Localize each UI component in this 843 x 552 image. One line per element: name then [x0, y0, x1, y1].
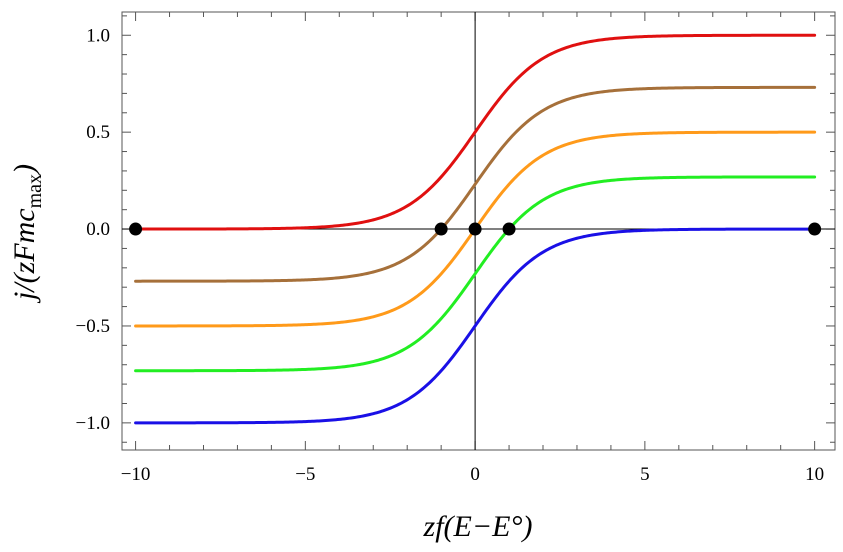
- points: [129, 222, 822, 236]
- series-line-1: [134, 33, 817, 231]
- x-tick-label: 5: [640, 464, 650, 485]
- x-tick-label: −10: [121, 464, 151, 485]
- y-axis-title-suffix: ): [8, 164, 41, 176]
- x-tick-label: 0: [470, 464, 480, 485]
- data-point: [502, 222, 516, 236]
- series-line-5: [134, 227, 817, 425]
- data-point: [129, 222, 143, 236]
- y-axis-title: j/(zFmcmax): [8, 164, 46, 304]
- y-tick-label: −0.5: [76, 316, 110, 337]
- series-line-4: [134, 175, 817, 373]
- curves: [134, 33, 817, 425]
- series-line-2: [134, 85, 817, 283]
- y-axis-title-main: j/(zFmc: [8, 208, 41, 304]
- data-point: [468, 222, 482, 236]
- y-axis-title-subscript: max: [24, 174, 46, 208]
- x-tick-label: 10: [805, 464, 824, 485]
- y-tick-label: 0.0: [86, 219, 110, 240]
- x-axis-title: zf(E−E°): [423, 510, 533, 543]
- x-tick-label: −5: [295, 464, 315, 485]
- plot-frame: [121, 11, 836, 451]
- data-point: [434, 222, 448, 236]
- y-tick-label: 0.5: [86, 122, 110, 143]
- y-tick-labels: 1.0 0.5 0.0 −0.5 −1.0: [76, 25, 110, 434]
- y-tick-label: 1.0: [86, 25, 110, 46]
- x-tick-labels: −10 −5 0 5 10: [121, 464, 824, 485]
- data-point: [808, 222, 822, 236]
- y-tick-label: −1.0: [76, 413, 110, 434]
